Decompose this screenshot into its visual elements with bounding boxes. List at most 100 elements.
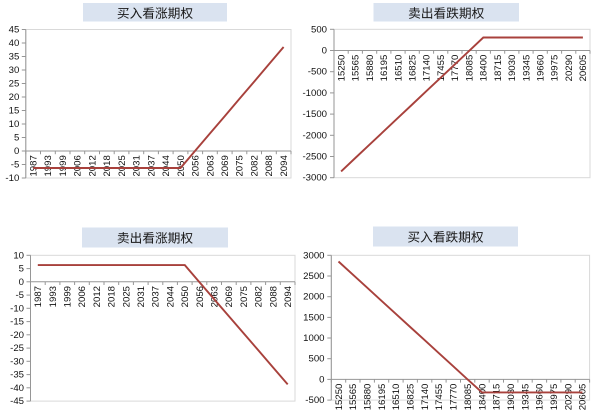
- svg-text:2088: 2088: [268, 286, 279, 307]
- svg-text:30: 30: [9, 65, 20, 76]
- svg-text:-1000: -1000: [302, 88, 327, 99]
- svg-text:15250: 15250: [334, 384, 345, 411]
- svg-text:0: 0: [19, 277, 24, 288]
- svg-text:-15: -15: [10, 317, 24, 328]
- svg-text:15565: 15565: [348, 384, 359, 411]
- svg-text:2075: 2075: [239, 286, 250, 307]
- svg-text:16195: 16195: [377, 384, 388, 411]
- svg-text:500: 500: [311, 24, 327, 35]
- svg-text:2500: 2500: [303, 271, 324, 282]
- svg-text:19030: 19030: [506, 384, 517, 411]
- svg-text:-40: -40: [10, 383, 24, 394]
- svg-text:18400: 18400: [477, 384, 488, 411]
- svg-text:2012: 2012: [92, 286, 103, 307]
- svg-text:45: 45: [9, 25, 20, 36]
- svg-text:2037: 2037: [151, 286, 162, 307]
- svg-text:0: 0: [14, 146, 19, 157]
- svg-text:-5: -5: [15, 290, 24, 301]
- svg-text:20: 20: [9, 92, 20, 103]
- svg-text:16510: 16510: [393, 55, 404, 82]
- svg-text:2006: 2006: [77, 286, 88, 307]
- svg-text:2075: 2075: [235, 155, 246, 176]
- svg-text:17455: 17455: [436, 55, 447, 82]
- svg-text:10: 10: [13, 250, 24, 261]
- svg-text:2031: 2031: [132, 155, 143, 176]
- svg-text:18715: 18715: [492, 384, 503, 411]
- svg-text:15880: 15880: [365, 55, 376, 82]
- svg-text:-30: -30: [10, 356, 24, 367]
- svg-text:40: 40: [9, 38, 20, 49]
- svg-text:-500: -500: [305, 395, 324, 406]
- svg-text:19660: 19660: [536, 55, 547, 82]
- svg-text:-25: -25: [10, 343, 24, 354]
- svg-text:15880: 15880: [363, 384, 374, 411]
- svg-text:2044: 2044: [165, 285, 176, 307]
- svg-text:2063: 2063: [205, 155, 216, 176]
- svg-text:2082: 2082: [254, 286, 265, 307]
- svg-text:2012: 2012: [87, 155, 98, 176]
- svg-text:18085: 18085: [463, 384, 474, 411]
- svg-text:19345: 19345: [520, 384, 531, 411]
- svg-text:-500: -500: [308, 67, 327, 78]
- svg-text:2063: 2063: [210, 286, 221, 307]
- svg-text:-10: -10: [10, 303, 24, 314]
- svg-text:2056: 2056: [191, 155, 202, 176]
- svg-text:20605: 20605: [578, 55, 589, 82]
- svg-text:2018: 2018: [102, 155, 113, 176]
- svg-text:2025: 2025: [121, 286, 132, 307]
- svg-text:5: 5: [14, 133, 19, 144]
- svg-text:16195: 16195: [379, 55, 390, 82]
- svg-text:18715: 18715: [493, 55, 504, 82]
- svg-text:-5: -5: [11, 160, 20, 171]
- svg-text:-3000: -3000: [302, 173, 327, 184]
- svg-text:2037: 2037: [146, 155, 157, 176]
- svg-text:500: 500: [308, 354, 324, 365]
- svg-text:1987: 1987: [29, 155, 40, 176]
- svg-text:10: 10: [9, 119, 20, 130]
- svg-text:2088: 2088: [264, 155, 275, 176]
- svg-text:35: 35: [9, 52, 20, 63]
- svg-text:2082: 2082: [250, 155, 261, 176]
- svg-text:0: 0: [319, 374, 324, 385]
- svg-text:1993: 1993: [43, 155, 54, 176]
- svg-text:2094: 2094: [283, 285, 294, 307]
- svg-text:16825: 16825: [408, 55, 419, 82]
- svg-text:2018: 2018: [107, 286, 118, 307]
- svg-text:2025: 2025: [117, 155, 128, 176]
- svg-text:-1500: -1500: [302, 109, 327, 120]
- svg-text:20605: 20605: [578, 384, 589, 411]
- svg-text:19975: 19975: [550, 55, 561, 82]
- svg-text:2094: 2094: [279, 155, 290, 177]
- svg-text:2056: 2056: [195, 286, 206, 307]
- svg-text:-35: -35: [10, 370, 24, 381]
- svg-text:25: 25: [9, 79, 20, 90]
- svg-text:19975: 19975: [549, 384, 560, 411]
- svg-text:2050: 2050: [180, 286, 191, 307]
- svg-text:1999: 1999: [58, 155, 69, 176]
- svg-text:18085: 18085: [464, 55, 475, 82]
- svg-text:2044: 2044: [161, 155, 172, 177]
- svg-text:17770: 17770: [450, 55, 461, 82]
- svg-text:17770: 17770: [449, 384, 460, 411]
- svg-text:18400: 18400: [479, 55, 490, 82]
- svg-text:1993: 1993: [48, 286, 59, 307]
- svg-text:17140: 17140: [422, 55, 433, 82]
- svg-text:-2500: -2500: [302, 152, 327, 163]
- svg-text:5: 5: [19, 264, 24, 275]
- svg-text:-20: -20: [10, 330, 24, 341]
- svg-text:2031: 2031: [136, 286, 147, 307]
- svg-text:15: 15: [9, 106, 20, 117]
- svg-text:20290: 20290: [563, 384, 574, 411]
- svg-text:16510: 16510: [391, 384, 402, 411]
- svg-text:-2000: -2000: [302, 130, 327, 141]
- svg-text:3000: 3000: [303, 250, 324, 261]
- svg-text:-45: -45: [10, 396, 24, 407]
- svg-text:1999: 1999: [63, 286, 74, 307]
- svg-text:2069: 2069: [220, 155, 231, 176]
- svg-text:19030: 19030: [507, 55, 518, 82]
- svg-text:19345: 19345: [521, 55, 532, 82]
- svg-text:2000: 2000: [303, 292, 324, 303]
- svg-text:16825: 16825: [406, 384, 417, 411]
- svg-text:15250: 15250: [336, 55, 347, 82]
- svg-text:17140: 17140: [420, 384, 431, 411]
